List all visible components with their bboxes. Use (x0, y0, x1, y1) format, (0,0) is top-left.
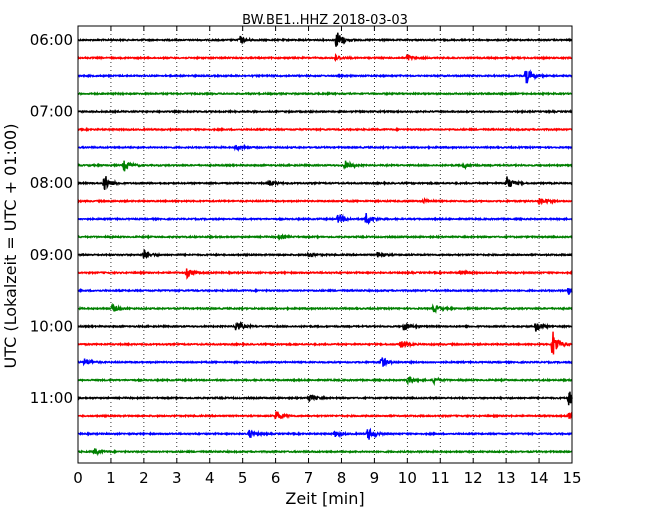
trace-07:45 (77, 160, 573, 172)
trace-10:45 (77, 375, 573, 387)
x-tick-label: 12 (464, 469, 483, 487)
x-tick-label: 1 (106, 469, 116, 487)
trace-10:30 (77, 357, 573, 368)
trace-08:15 (77, 197, 573, 206)
trace-07:15 (77, 126, 573, 133)
y-tick-label: 11:00 (30, 389, 73, 407)
trace-06:00 (77, 32, 573, 47)
y-tick-label: 07:00 (30, 103, 73, 121)
trace-09:15 (77, 268, 573, 280)
trace-09:00 (77, 248, 573, 259)
x-tick-label: 9 (370, 469, 380, 487)
x-tick-label: 4 (205, 469, 215, 487)
x-tick-label: 14 (530, 469, 549, 487)
x-tick-label: 3 (172, 469, 182, 487)
y-tick-label: 06:00 (30, 31, 73, 49)
x-tick-label: 10 (398, 469, 417, 487)
trace-10:00 (77, 320, 573, 332)
trace-06:15 (77, 53, 573, 63)
trace-10:15 (77, 331, 573, 355)
grid (110, 26, 540, 463)
trace-06:45 (77, 91, 573, 97)
trace-11:00 (77, 391, 573, 406)
x-tick-label: 13 (497, 469, 516, 487)
x-tick-label: 15 (562, 469, 581, 487)
x-tick-label: 7 (304, 469, 314, 487)
trace-09:30 (77, 287, 573, 295)
y-tick-label: 10:00 (30, 317, 73, 335)
trace-07:00 (77, 108, 573, 115)
y-axis-label: UTC (Lokalzeit = UTC + 01:00) (1, 124, 20, 369)
y-tick-label: 08:00 (30, 174, 73, 192)
x-tick-label: 8 (337, 469, 347, 487)
trace-08:45 (77, 233, 573, 241)
chart-title: BW.BE1..HHZ 2018-03-03 (242, 13, 408, 28)
trace-11:15 (77, 411, 573, 420)
trace-09:45 (77, 302, 573, 314)
trace-06:30 (77, 69, 573, 84)
y-tick-label: 09:00 (30, 246, 73, 264)
trace-07:30 (77, 143, 573, 152)
trace-08:00 (77, 176, 573, 190)
x-tick-label: 5 (238, 469, 248, 487)
y-axis: 06:00 07:00 08:00 09:00 10:00 11:00 (30, 31, 572, 407)
trace-08:30 (77, 213, 573, 225)
x-axis-label: Zeit [min] (285, 489, 364, 508)
x-axis: 0 1 2 3 4 5 6 7 8 9 10 11 12 13 14 15 (73, 26, 582, 487)
x-tick-label: 11 (431, 469, 450, 487)
x-tick-label: 2 (139, 469, 149, 487)
trace-11:45 (77, 448, 573, 457)
x-tick-label: 0 (73, 469, 83, 487)
plot-frame (77, 25, 573, 464)
trace-11:30 (77, 427, 573, 440)
traces (77, 32, 573, 457)
x-tick-label: 6 (271, 469, 281, 487)
